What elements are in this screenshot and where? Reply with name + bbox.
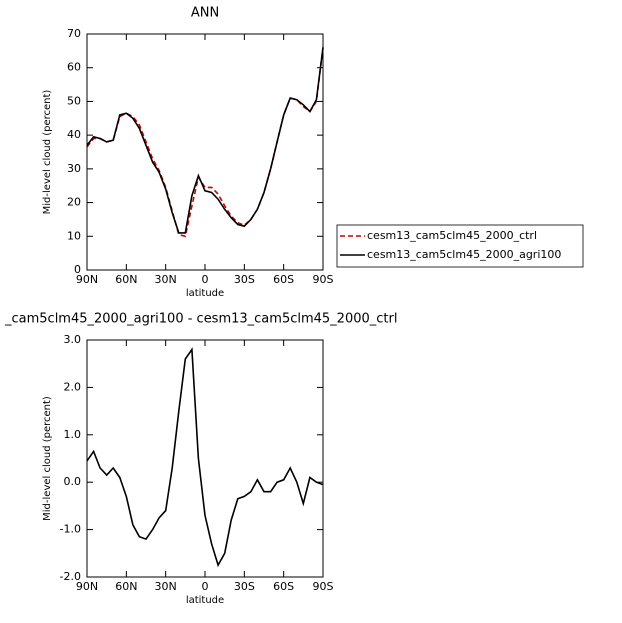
y-tick-label: 1.0 [64,428,82,441]
legend-box [336,224,584,268]
x-tick-label: 0 [202,580,209,593]
y-tick-label: 50 [67,94,81,107]
x-tick-label: 60N [115,580,137,593]
x-tick-label: 90N [76,580,98,593]
x-tick-label: 0 [202,273,209,286]
y-axis-label: Mid-level cloud (percent) [42,90,53,215]
x-tick-label: 90S [313,580,334,593]
data-line [86,347,324,568]
legend-label: cesm13_cam5clm45_2000_agri100 [367,248,561,261]
y-tick-label: 10 [67,229,81,242]
chart-title: _cam5clm45_2000_agri100 - cesm13_cam5clm… [4,312,397,327]
y-tick-label: 0 [74,263,81,276]
legend-label: cesm13_cam5clm45_2000_ctrl [367,229,537,242]
y-tick-label: -2.0 [60,570,81,583]
x-tick-label: 60N [115,273,137,286]
y-axis-label: Mid-level cloud (percent) [42,396,53,521]
x-axis-label: latitude [186,288,224,299]
data-line [86,47,324,238]
x-tick-label: 60S [273,580,294,593]
x-tick-label: 30S [234,580,255,593]
data-line [86,47,324,234]
y-tick-label: 0.0 [64,475,82,488]
y-tick-label: 70 [67,27,81,40]
y-tick-label: -1.0 [60,523,81,536]
plot-frame [86,339,324,578]
x-tick-label: 30N [155,273,177,286]
y-tick-label: 2.0 [64,380,82,393]
y-tick-label: 20 [67,196,81,209]
y-tick-label: 60 [67,61,81,74]
x-tick-label: 90S [313,273,334,286]
y-tick-label: 40 [67,128,81,141]
x-tick-label: 60S [273,273,294,286]
chart-title: ANN [191,6,219,21]
plot-frame [86,33,324,271]
x-tick-label: 30N [155,580,177,593]
y-tick-label: 3.0 [64,333,82,346]
x-axis-label: latitude [186,595,224,606]
y-tick-label: 30 [67,162,81,175]
x-tick-label: 30S [234,273,255,286]
x-tick-label: 90N [76,273,98,286]
